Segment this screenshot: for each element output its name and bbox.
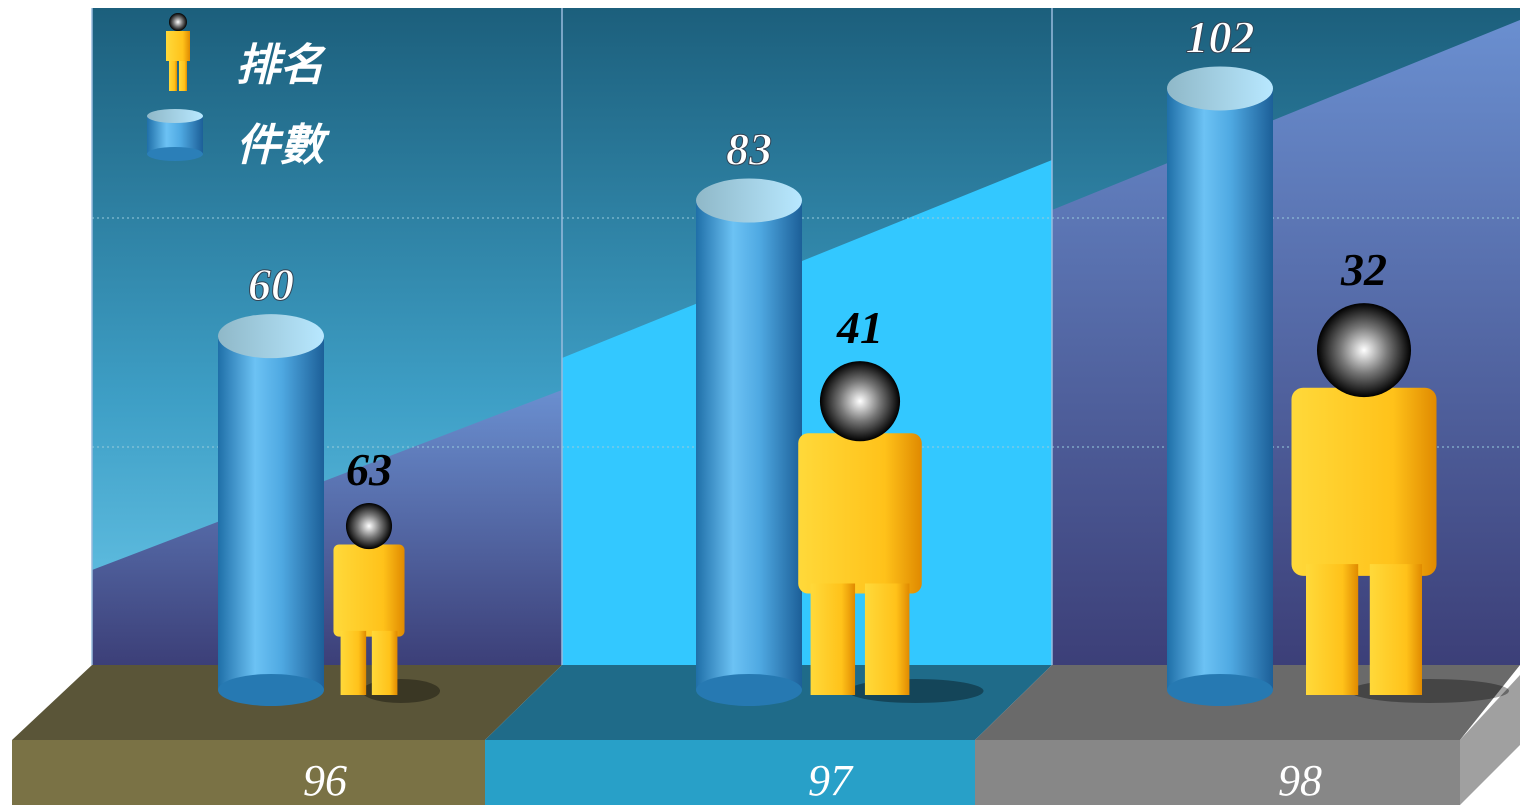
person [333, 502, 441, 703]
person-head [1316, 303, 1412, 398]
x-tick-label: 96 [303, 756, 347, 805]
cylinder-top [218, 314, 324, 359]
cylinder [696, 178, 802, 706]
data-label: 41 [836, 302, 883, 353]
data-label: 63 [346, 444, 392, 495]
cylinder-bottom [218, 674, 324, 706]
cylinder-body [1167, 88, 1273, 690]
legend-label: 排名 [236, 40, 326, 91]
cylinder-top [696, 178, 802, 223]
cylinder-top [1167, 66, 1273, 111]
cylinder-bottom [1167, 674, 1273, 706]
person-torso [1291, 387, 1437, 576]
person-head [819, 361, 901, 442]
person-leg [1369, 564, 1423, 695]
data-label: 83 [726, 124, 772, 175]
data-label: 102 [1186, 11, 1255, 62]
cylinder-body [696, 200, 802, 690]
person [798, 361, 984, 703]
legend-label: 件數 [236, 120, 330, 171]
person-leg [810, 583, 856, 695]
person-leg [371, 630, 398, 695]
x-tick-label: 97 [808, 756, 854, 805]
person-torso [333, 544, 405, 637]
data-label: 60 [248, 259, 294, 310]
cylinder [1167, 66, 1273, 706]
data-label: 32 [1340, 244, 1387, 295]
floor [12, 665, 1520, 805]
person-torso [798, 433, 922, 594]
x-tick-label: 98 [1278, 756, 1322, 805]
cylinder-bottom [696, 674, 802, 706]
person-leg [864, 583, 910, 695]
legend: 排名 件數 [147, 13, 330, 171]
cylinder [218, 314, 324, 706]
person [1291, 303, 1510, 703]
cylinder-body [218, 336, 324, 690]
person-leg [340, 630, 367, 695]
person-leg [1305, 564, 1359, 695]
person-head [345, 502, 393, 550]
